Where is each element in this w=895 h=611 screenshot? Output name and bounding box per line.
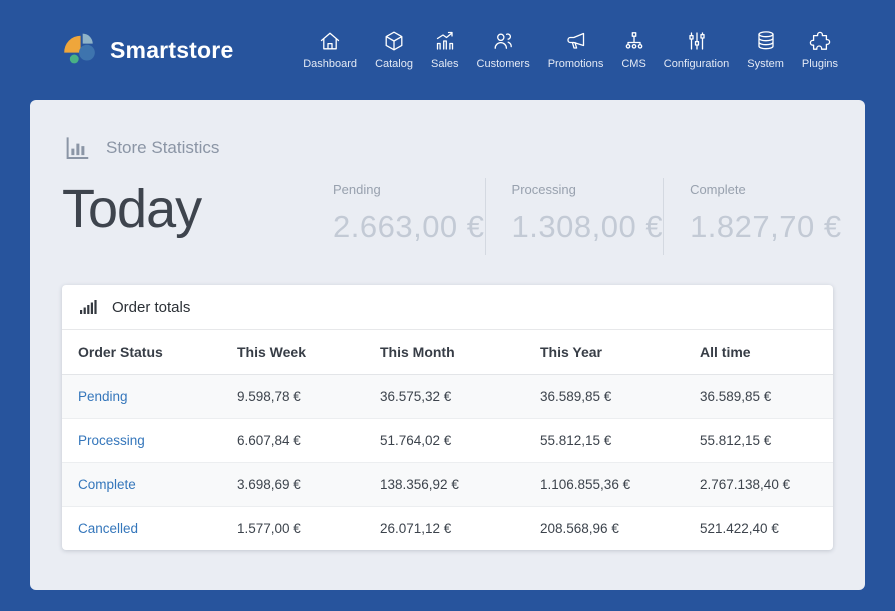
- nav-item-label: Dashboard: [303, 57, 358, 70]
- megaphone-icon: [564, 29, 588, 53]
- stats-row: Pending 2.663,00 € Processing 1.308,00 € Com…: [307, 178, 842, 255]
- stat-processing: Processing 1.308,00 €: [484, 178, 664, 255]
- column-header: This Month: [364, 330, 524, 375]
- nav-item-label: Configuration: [663, 57, 730, 70]
- nav-item-plugins[interactable]: Plugins: [793, 23, 847, 78]
- stat-value: 1.827,70 €: [690, 209, 842, 244]
- order-status-cell: Cancelled: [62, 507, 221, 551]
- order-status-link-processing[interactable]: Processing: [78, 433, 145, 448]
- stat-value: 1.308,00 €: [511, 209, 664, 244]
- stat-complete: Complete 1.827,70 €: [663, 178, 842, 255]
- order-totals-header: Order totals: [62, 285, 833, 330]
- puzzle-icon: [808, 29, 832, 53]
- sales-chart-icon: [433, 29, 457, 53]
- amount-cell: 26.071,12 €: [380, 521, 452, 536]
- order-status-cell: Complete: [62, 463, 221, 507]
- content-panel: Store Statistics Today Pending 2.663,00 €…: [30, 100, 865, 590]
- cube-icon: [382, 29, 406, 53]
- nav-item-configuration[interactable]: Configuration: [655, 23, 738, 78]
- nav-item-catalog[interactable]: Catalog: [366, 23, 422, 78]
- period-title: Today: [62, 179, 202, 239]
- order-totals-card: Order totals Order Status This Week This M…: [62, 285, 833, 550]
- top-navigation-bar: Smartstore Dashboard Catalog Sales Customer…: [0, 0, 895, 100]
- nav-item-dashboard[interactable]: Dashboard: [294, 23, 366, 78]
- sliders-icon: [685, 29, 709, 53]
- nav-item-promotions[interactable]: Promotions: [539, 23, 613, 78]
- amount-cell: 2.767.138,40 €: [700, 477, 791, 492]
- amount-cell: 55.812,15 €: [540, 433, 612, 448]
- table-row: Processing 6.607,84 € 51.764,02 € 55.812,15…: [62, 419, 833, 463]
- column-header: All time: [684, 330, 833, 375]
- nav-item-label: CMS: [621, 57, 646, 70]
- order-status-link-cancelled[interactable]: Cancelled: [78, 521, 139, 536]
- nav-item-label: Plugins: [801, 57, 838, 70]
- today-stats-strip: Today Pending 2.663,00 € Processing 1.308,0…: [62, 178, 841, 255]
- nav-item-label: System: [747, 57, 784, 70]
- stat-label: Pending: [333, 182, 381, 197]
- table-row: Pending 9.598,78 € 36.575,32 € 36.589,85 € 3…: [62, 374, 833, 419]
- nav-item-label: Customers: [476, 57, 530, 70]
- amount-cell: 138.356,92 €: [380, 477, 459, 492]
- stat-label: Processing: [511, 182, 576, 197]
- section-header: Store Statistics: [62, 133, 833, 163]
- stat-label: Complete: [690, 182, 746, 197]
- amount-cell: 1.106.855,36 €: [540, 477, 631, 492]
- home-icon: [318, 29, 342, 53]
- amount-cell: 521.422,40 €: [700, 521, 779, 536]
- amount-cell: 1.577,00 €: [237, 521, 301, 536]
- page-title: Store Statistics: [106, 138, 220, 157]
- amount-cell: 6.607,84 €: [237, 433, 301, 448]
- ascending-bars-icon: [79, 297, 99, 317]
- order-totals-table: Order Status This Week This Month This Year…: [62, 330, 833, 550]
- smartstore-logo-icon: [64, 33, 95, 64]
- table-header-row: Order Status This Week This Month This Year…: [62, 330, 833, 375]
- order-status-cell: Processing: [62, 419, 221, 463]
- card-title: Order totals: [112, 298, 191, 316]
- column-header: Order Status: [62, 330, 221, 375]
- main-nav: Dashboard Catalog Sales Customers Promotions…: [294, 23, 847, 78]
- stat-value: 2.663,00 €: [333, 209, 485, 244]
- table-row: Cancelled 1.577,00 € 26.071,12 € 208.568,96…: [62, 507, 833, 551]
- database-icon: [754, 29, 778, 53]
- nav-item-customers[interactable]: Customers: [468, 23, 539, 78]
- nav-item-label: Sales: [430, 57, 459, 70]
- amount-cell: 51.764,02 €: [380, 433, 452, 448]
- brand-name: Smartstore: [110, 36, 234, 63]
- nav-item-sales[interactable]: Sales: [422, 23, 468, 78]
- stat-pending: Pending 2.663,00 €: [307, 178, 485, 255]
- users-icon: [491, 29, 515, 53]
- table-row: Complete 3.698,69 € 138.356,92 € 1.106.855,…: [62, 462, 833, 507]
- amount-cell: 3.698,69 €: [237, 477, 301, 492]
- nav-item-cms[interactable]: CMS: [612, 23, 654, 78]
- sitemap-icon: [622, 29, 646, 53]
- nav-item-label: Catalog: [375, 57, 413, 70]
- amount-cell: 208.568,96 €: [540, 521, 619, 536]
- nav-item-label: Promotions: [547, 57, 604, 70]
- amount-cell: 36.589,85 €: [540, 389, 612, 404]
- amount-cell: 36.589,85 €: [700, 389, 772, 404]
- nav-item-system[interactable]: System: [738, 23, 793, 78]
- amount-cell: 36.575,32 €: [380, 389, 452, 404]
- order-status-cell: Pending: [62, 375, 221, 419]
- amount-cell: 9.598,78 €: [237, 389, 301, 404]
- order-status-link-complete[interactable]: Complete: [78, 477, 136, 492]
- bar-chart-frame-icon: [62, 133, 92, 163]
- order-status-link-pending[interactable]: Pending: [78, 389, 128, 404]
- smartstore-logo[interactable]: Smartstore: [60, 31, 233, 69]
- column-header: This Year: [524, 330, 684, 375]
- column-header: This Week: [221, 330, 364, 375]
- amount-cell: 55.812,15 €: [700, 433, 772, 448]
